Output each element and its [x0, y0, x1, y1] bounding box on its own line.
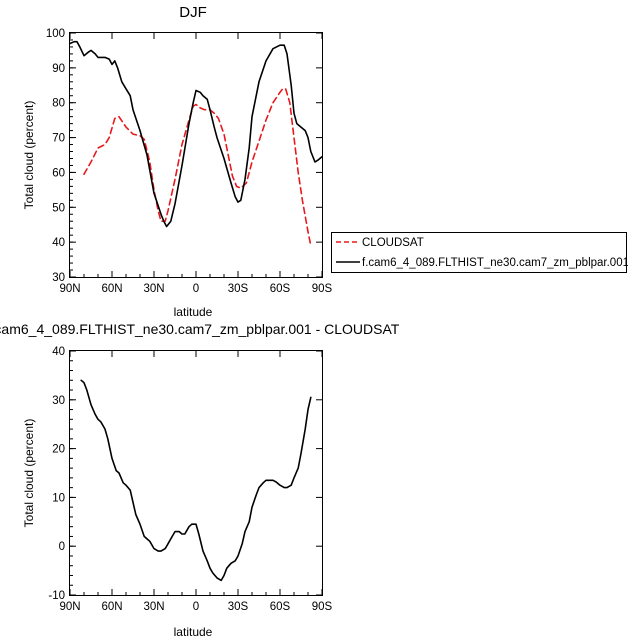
panel2-xlabel: latitude [174, 625, 213, 639]
panel1-series-line-1 [69, 40, 323, 228]
panel1-xtick-label: 30S [228, 283, 249, 295]
panel1-plot-frame [69, 32, 323, 278]
panel2-plot-frame [69, 350, 323, 596]
panel1-ytick-label: 100 [46, 28, 65, 40]
panel2-xtick-label: 30N [143, 601, 164, 613]
panel1-ytick-label: 40 [52, 237, 65, 249]
panel1-ytick-label: 50 [52, 202, 65, 214]
panel2-xtick-label: 60N [101, 601, 122, 613]
panel2-ylabel: Total cloud (percent) [22, 419, 36, 528]
panel-top-djf: DJF Total cloud (percent) latitude 90N 60… [22, 4, 628, 319]
legend-box [331, 232, 627, 273]
panel2-ytick-label: 10 [52, 492, 65, 504]
panel2-title: f.cam6_4_089.FLTHIST_ne30.cam7_zm_pblpar… [0, 321, 400, 337]
panel1-ytick-label: 60 [52, 167, 65, 179]
panel1-ytick-label: 90 [52, 63, 65, 75]
panel-bottom-difference: f.cam6_4_089.FLTHIST_ne30.cam7_zm_pblpar… [0, 321, 400, 639]
panel1-xtick-label: 60S [270, 283, 291, 295]
panel2-xtick-label: 90N [59, 601, 80, 613]
panel2-ytick-label: -10 [48, 590, 65, 602]
panel1-ytick-label: 70 [52, 133, 65, 145]
legend: CLOUDSAT f.cam6_4_089.FLTHIST_ne30.cam7_… [331, 232, 628, 273]
panel1-xtick-label: 0 [193, 283, 199, 295]
panel2-series-line-0 [80, 379, 312, 582]
legend-label-cloudsat: CLOUDSAT [362, 237, 424, 249]
panel1-ytick-label: 80 [52, 98, 65, 110]
panel1-xlabel: latitude [174, 305, 213, 319]
panel2-ytick-label: 20 [52, 444, 65, 456]
panel1-xtick-label: 90S [312, 283, 333, 295]
panel2-xtick-label: 60S [270, 601, 291, 613]
panel2-ytick-label: 40 [52, 346, 65, 358]
panel1-xtick-label: 30N [143, 283, 164, 295]
panel2-xtick-label: 90S [312, 601, 333, 613]
panel1-xtick-label: 90N [59, 283, 80, 295]
legend-label-model: f.cam6_4_089.FLTHIST_ne30.cam7_zm_pblpar… [362, 257, 628, 269]
panel2-xtick-label: 30S [228, 601, 249, 613]
panel1-title: DJF [179, 4, 207, 21]
panel2-ytick-label: 0 [59, 541, 65, 553]
panel1-series-line-0 [83, 88, 312, 247]
panel1-ylabel: Total cloud (percent) [22, 101, 36, 210]
panel1-ytick-label: 30 [52, 272, 65, 284]
panel2-ytick-label: 30 [52, 395, 65, 407]
panel2-xtick-label: 0 [193, 601, 199, 613]
panel1-xtick-label: 60N [101, 283, 122, 295]
